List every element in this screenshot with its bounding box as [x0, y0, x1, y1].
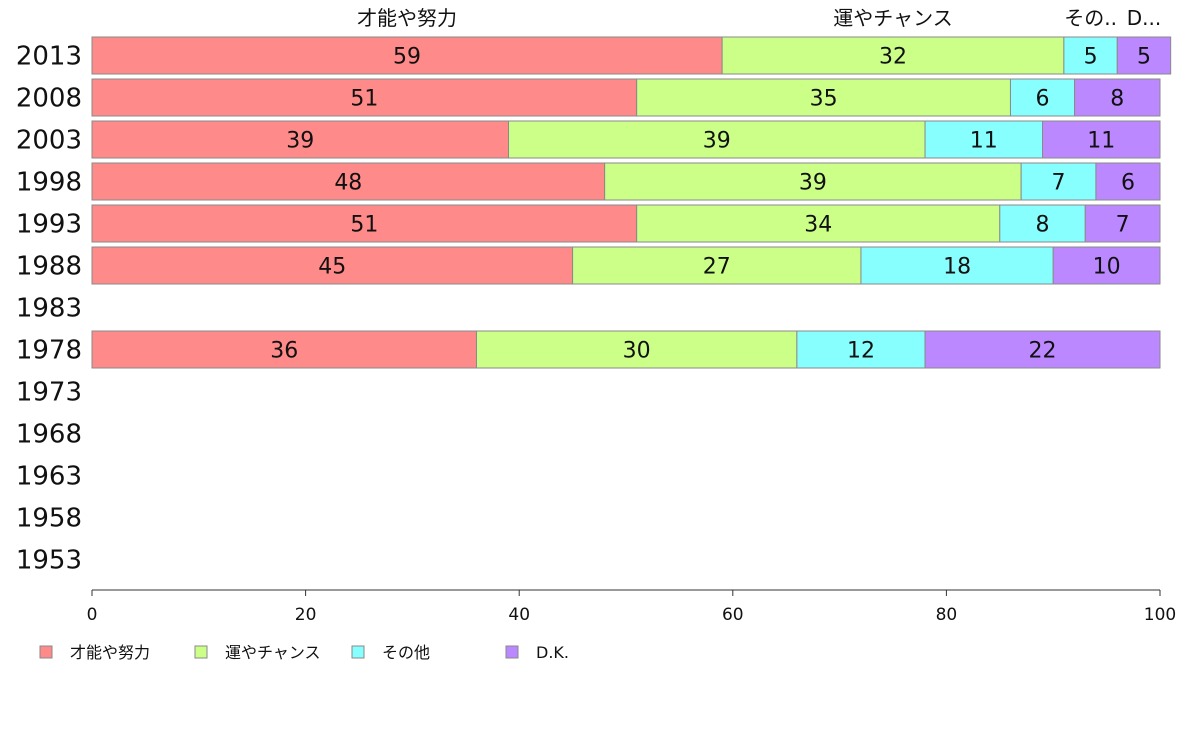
- year-label: 1953: [16, 546, 82, 576]
- data-label: 6: [1036, 87, 1050, 112]
- x-tick-label: 20: [295, 605, 317, 625]
- bar-segment: [1074, 78, 1161, 117]
- data-label: 34: [804, 213, 832, 238]
- data-label: 45: [318, 255, 346, 280]
- bar-segment: [91, 246, 574, 285]
- data-label: 27: [703, 255, 731, 280]
- data-label: 10: [1093, 255, 1121, 280]
- bar-segment: [796, 330, 926, 369]
- year-label: 2013: [16, 42, 82, 72]
- data-label: 39: [703, 129, 731, 154]
- data-label: 36: [270, 339, 298, 364]
- data-label: 8: [1110, 87, 1124, 112]
- bar-segment: [1095, 162, 1161, 201]
- data-label: 22: [1029, 339, 1057, 364]
- year-label: 2008: [16, 84, 82, 114]
- x-tick-label: 100: [1144, 605, 1176, 625]
- bar-segment: [91, 36, 723, 75]
- bar-segment: [91, 120, 510, 159]
- year-label: 1968: [16, 420, 82, 450]
- data-label: 7: [1052, 171, 1066, 196]
- bar-segment: [91, 78, 638, 117]
- data-label: 39: [799, 171, 827, 196]
- data-label: 6: [1121, 171, 1135, 196]
- bar-segment: [924, 330, 1161, 369]
- year-label: 1983: [16, 294, 82, 324]
- year-label: 2003: [16, 126, 82, 156]
- x-tick-label: 80: [936, 605, 958, 625]
- legend-label: 才能や努力: [70, 643, 150, 662]
- bar-segment: [508, 120, 926, 159]
- data-label: 32: [879, 45, 907, 70]
- x-tick-label: 60: [722, 605, 744, 625]
- year-label: 1998: [16, 168, 82, 198]
- bar-segment: [1063, 36, 1118, 75]
- bar-segment: [721, 36, 1065, 75]
- bar-segment: [1009, 78, 1076, 117]
- data-label: 12: [847, 339, 875, 364]
- legend-label: 運やチャンス: [225, 643, 321, 662]
- data-label: 59: [393, 45, 421, 70]
- data-label: 5: [1137, 45, 1151, 70]
- legend-label: D.K.: [536, 643, 569, 662]
- series-header-label: 才能や努力: [357, 6, 457, 30]
- data-label: 51: [350, 87, 378, 112]
- x-tick-label: 40: [508, 605, 530, 625]
- bar-segment: [604, 162, 1022, 201]
- bar-segment: [91, 204, 638, 243]
- year-label: 1988: [16, 252, 82, 282]
- series-header-label: その..: [1064, 6, 1117, 30]
- bar-segment: [91, 162, 606, 201]
- data-label: 7: [1116, 213, 1130, 238]
- bar-segment: [860, 246, 1054, 285]
- data-label: 51: [350, 213, 378, 238]
- bar-segment: [1042, 120, 1161, 159]
- data-label: 18: [943, 255, 971, 280]
- data-label: 8: [1036, 213, 1050, 238]
- bar-segment: [1052, 246, 1161, 285]
- year-label: 1973: [16, 378, 82, 408]
- bar-segment: [572, 246, 862, 285]
- legend-swatch: [194, 645, 208, 659]
- year-label: 1963: [16, 462, 82, 492]
- bar-segment: [636, 78, 1011, 117]
- series-header-label: 運やチャンス: [833, 6, 952, 30]
- bar-segment: [636, 204, 1001, 243]
- bar-segment: [1116, 36, 1172, 75]
- legend-swatch: [351, 645, 365, 659]
- data-label: 5: [1084, 45, 1098, 70]
- bar-segment: [999, 204, 1086, 243]
- data-label: 48: [334, 171, 362, 196]
- year-label: 1978: [16, 336, 82, 366]
- data-label: 11: [1087, 129, 1115, 154]
- x-tick-label: 0: [87, 605, 98, 625]
- data-label: 11: [970, 129, 998, 154]
- year-label: 1958: [16, 504, 82, 534]
- data-label: 35: [810, 87, 838, 112]
- legend-swatch: [39, 645, 53, 659]
- legend-label: その他: [382, 643, 430, 662]
- data-label: 30: [623, 339, 651, 364]
- bar-segment: [91, 330, 477, 369]
- series-header-label: D...: [1127, 6, 1161, 30]
- year-label: 1993: [16, 210, 82, 240]
- legend-swatch: [505, 645, 519, 659]
- data-label: 39: [286, 129, 314, 154]
- bar-segment: [1084, 204, 1161, 243]
